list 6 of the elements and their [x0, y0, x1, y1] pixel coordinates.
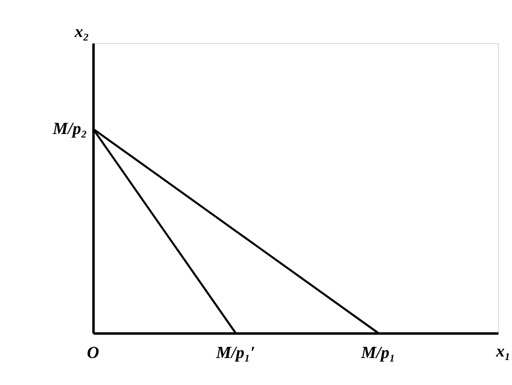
text: x₂: [74, 22, 90, 41]
text: O: [86, 343, 100, 362]
text: M/p₁: [360, 343, 396, 362]
x-axis-title: x₁: [495, 342, 510, 360]
text: M/p₂: [52, 118, 88, 138]
text: M/p₁′: [215, 343, 256, 362]
